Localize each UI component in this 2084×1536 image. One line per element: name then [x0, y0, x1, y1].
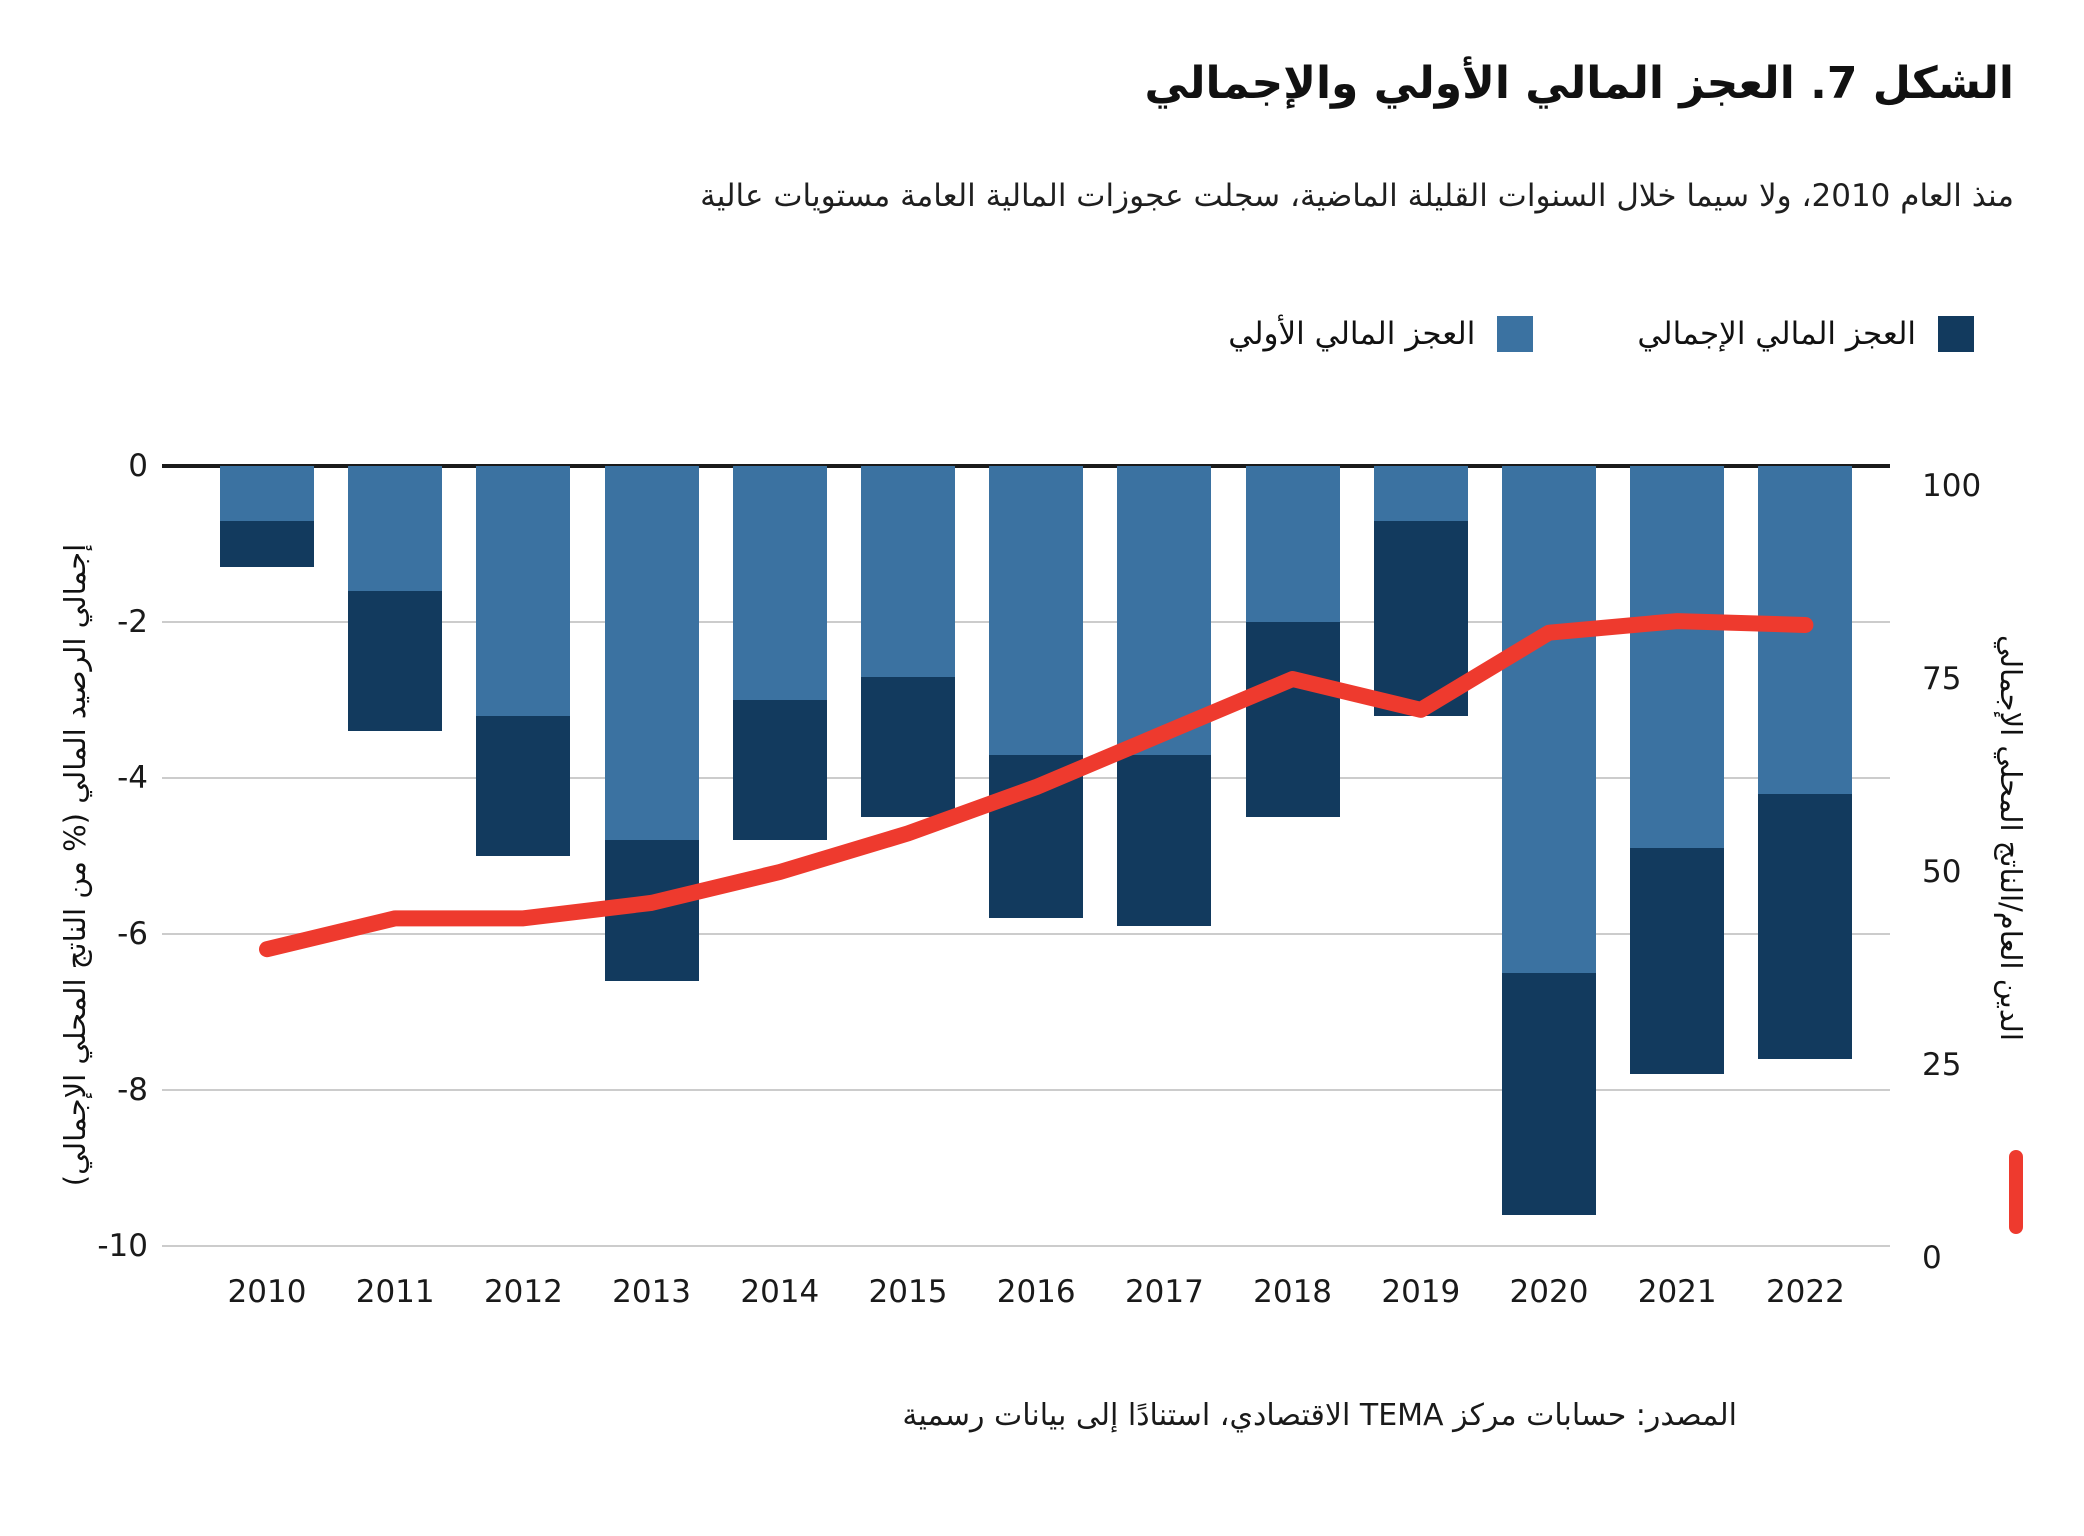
right-axis-tick-25: 25: [1922, 1047, 1962, 1083]
right-axis-tick-100: 100: [1922, 468, 1982, 504]
gridline--8: [162, 1089, 1890, 1091]
overall-deficit-swatch-icon: [1938, 316, 1974, 352]
x-axis-label-2011: 2011: [355, 1274, 435, 1310]
x-axis-label-2016: 2016: [996, 1274, 1076, 1310]
primary-deficit-bar-2016: [989, 466, 1084, 755]
chart-subtitle: منذ العام 2010، ولا سيما خلال السنوات ال…: [700, 178, 2014, 214]
overall-deficit-bar-2022: [1758, 793, 1853, 1059]
left-axis-tick--4: -4: [117, 760, 148, 796]
primary-deficit-bar-2010: [220, 466, 314, 521]
overall-deficit-bar-2016: [989, 754, 1084, 919]
source-note: المصدر: حسابات مركز TEMA الاقتصادي، استن…: [902, 1398, 1737, 1433]
primary-deficit-bar-2019: [1373, 466, 1468, 521]
legend-item-overall-deficit: العجز المالي الإجمالي: [1637, 316, 1974, 352]
primary-deficit-swatch-icon: [1497, 316, 1534, 352]
left-axis-tick-0: 0: [128, 448, 148, 484]
primary-deficit-bar-2014: [732, 466, 827, 700]
overall-deficit-bar-2017: [1117, 754, 1212, 927]
overall-deficit-bar-2013: [604, 840, 699, 981]
primary-deficit-bar-2017: [1117, 466, 1212, 755]
right-axis-title: الدين العام/الناتج المحلي الإجمالي: [1994, 635, 2028, 1041]
primary-deficit-bar-2011: [348, 466, 443, 591]
chart-title: الشكل 7. العجز المالي الأولي والإجمالي: [1144, 58, 2014, 109]
overall-deficit-bar-2018: [1245, 622, 1340, 817]
left-axis-tick--6: -6: [117, 916, 148, 952]
x-axis-label-2019: 2019: [1381, 1274, 1461, 1310]
legend-label-primary-deficit: العجز المالي الأولي: [1228, 316, 1476, 352]
overall-deficit-bar-2011: [348, 590, 443, 732]
debt-line-legend-marker-icon: [2009, 1150, 2023, 1234]
legend-item-primary-deficit: العجز المالي الأولي: [1228, 316, 1534, 352]
x-axis-label-2021: 2021: [1637, 1274, 1717, 1310]
x-axis-label-2022: 2022: [1765, 1274, 1845, 1310]
primary-deficit-bar-2021: [1630, 466, 1725, 849]
left-axis-tick--8: -8: [117, 1072, 148, 1108]
overall-deficit-bar-2010: [220, 520, 314, 568]
primary-deficit-bar-2020: [1502, 466, 1596, 973]
primary-deficit-bar-2018: [1245, 466, 1340, 622]
overall-deficit-bar-2019: [1373, 520, 1468, 716]
x-axis-label-2015: 2015: [868, 1274, 948, 1310]
gridline--10: [162, 1245, 1890, 1247]
overall-deficit-bar-2012: [476, 715, 571, 856]
primary-deficit-bar-2012: [476, 466, 571, 716]
x-axis-label-2018: 2018: [1253, 1274, 1333, 1310]
overall-deficit-bar-2015: [861, 676, 955, 817]
chart-legend: العجز المالي الإجمالي العجز المالي الأول…: [1228, 316, 1974, 352]
legend-label-overall-deficit: العجز المالي الإجمالي: [1637, 316, 1916, 352]
primary-deficit-bar-2015: [861, 466, 955, 677]
overall-deficit-bar-2014: [732, 700, 827, 841]
right-axis-tick-75: 75: [1922, 661, 1962, 697]
right-axis-tick-50: 50: [1922, 854, 1962, 890]
primary-deficit-bar-2022: [1758, 466, 1853, 794]
left-axis-title: إجمالي الرصيد المالي (% من الناتج المحلي…: [58, 543, 92, 1187]
overall-deficit-bar-2020: [1502, 973, 1596, 1215]
x-axis-label-2013: 2013: [612, 1274, 692, 1310]
x-axis-label-2020: 2020: [1509, 1274, 1589, 1310]
x-axis-label-2010: 2010: [227, 1274, 307, 1310]
left-axis-tick--10: -10: [97, 1228, 148, 1264]
left-axis-tick--2: -2: [117, 604, 148, 640]
x-axis-label-2017: 2017: [1124, 1274, 1204, 1310]
primary-deficit-bar-2013: [604, 466, 699, 841]
x-axis-label-2014: 2014: [740, 1274, 820, 1310]
overall-deficit-bar-2021: [1630, 848, 1725, 1075]
x-axis-label-2012: 2012: [483, 1274, 563, 1310]
right-axis-tick-0: 0: [1922, 1240, 1942, 1276]
